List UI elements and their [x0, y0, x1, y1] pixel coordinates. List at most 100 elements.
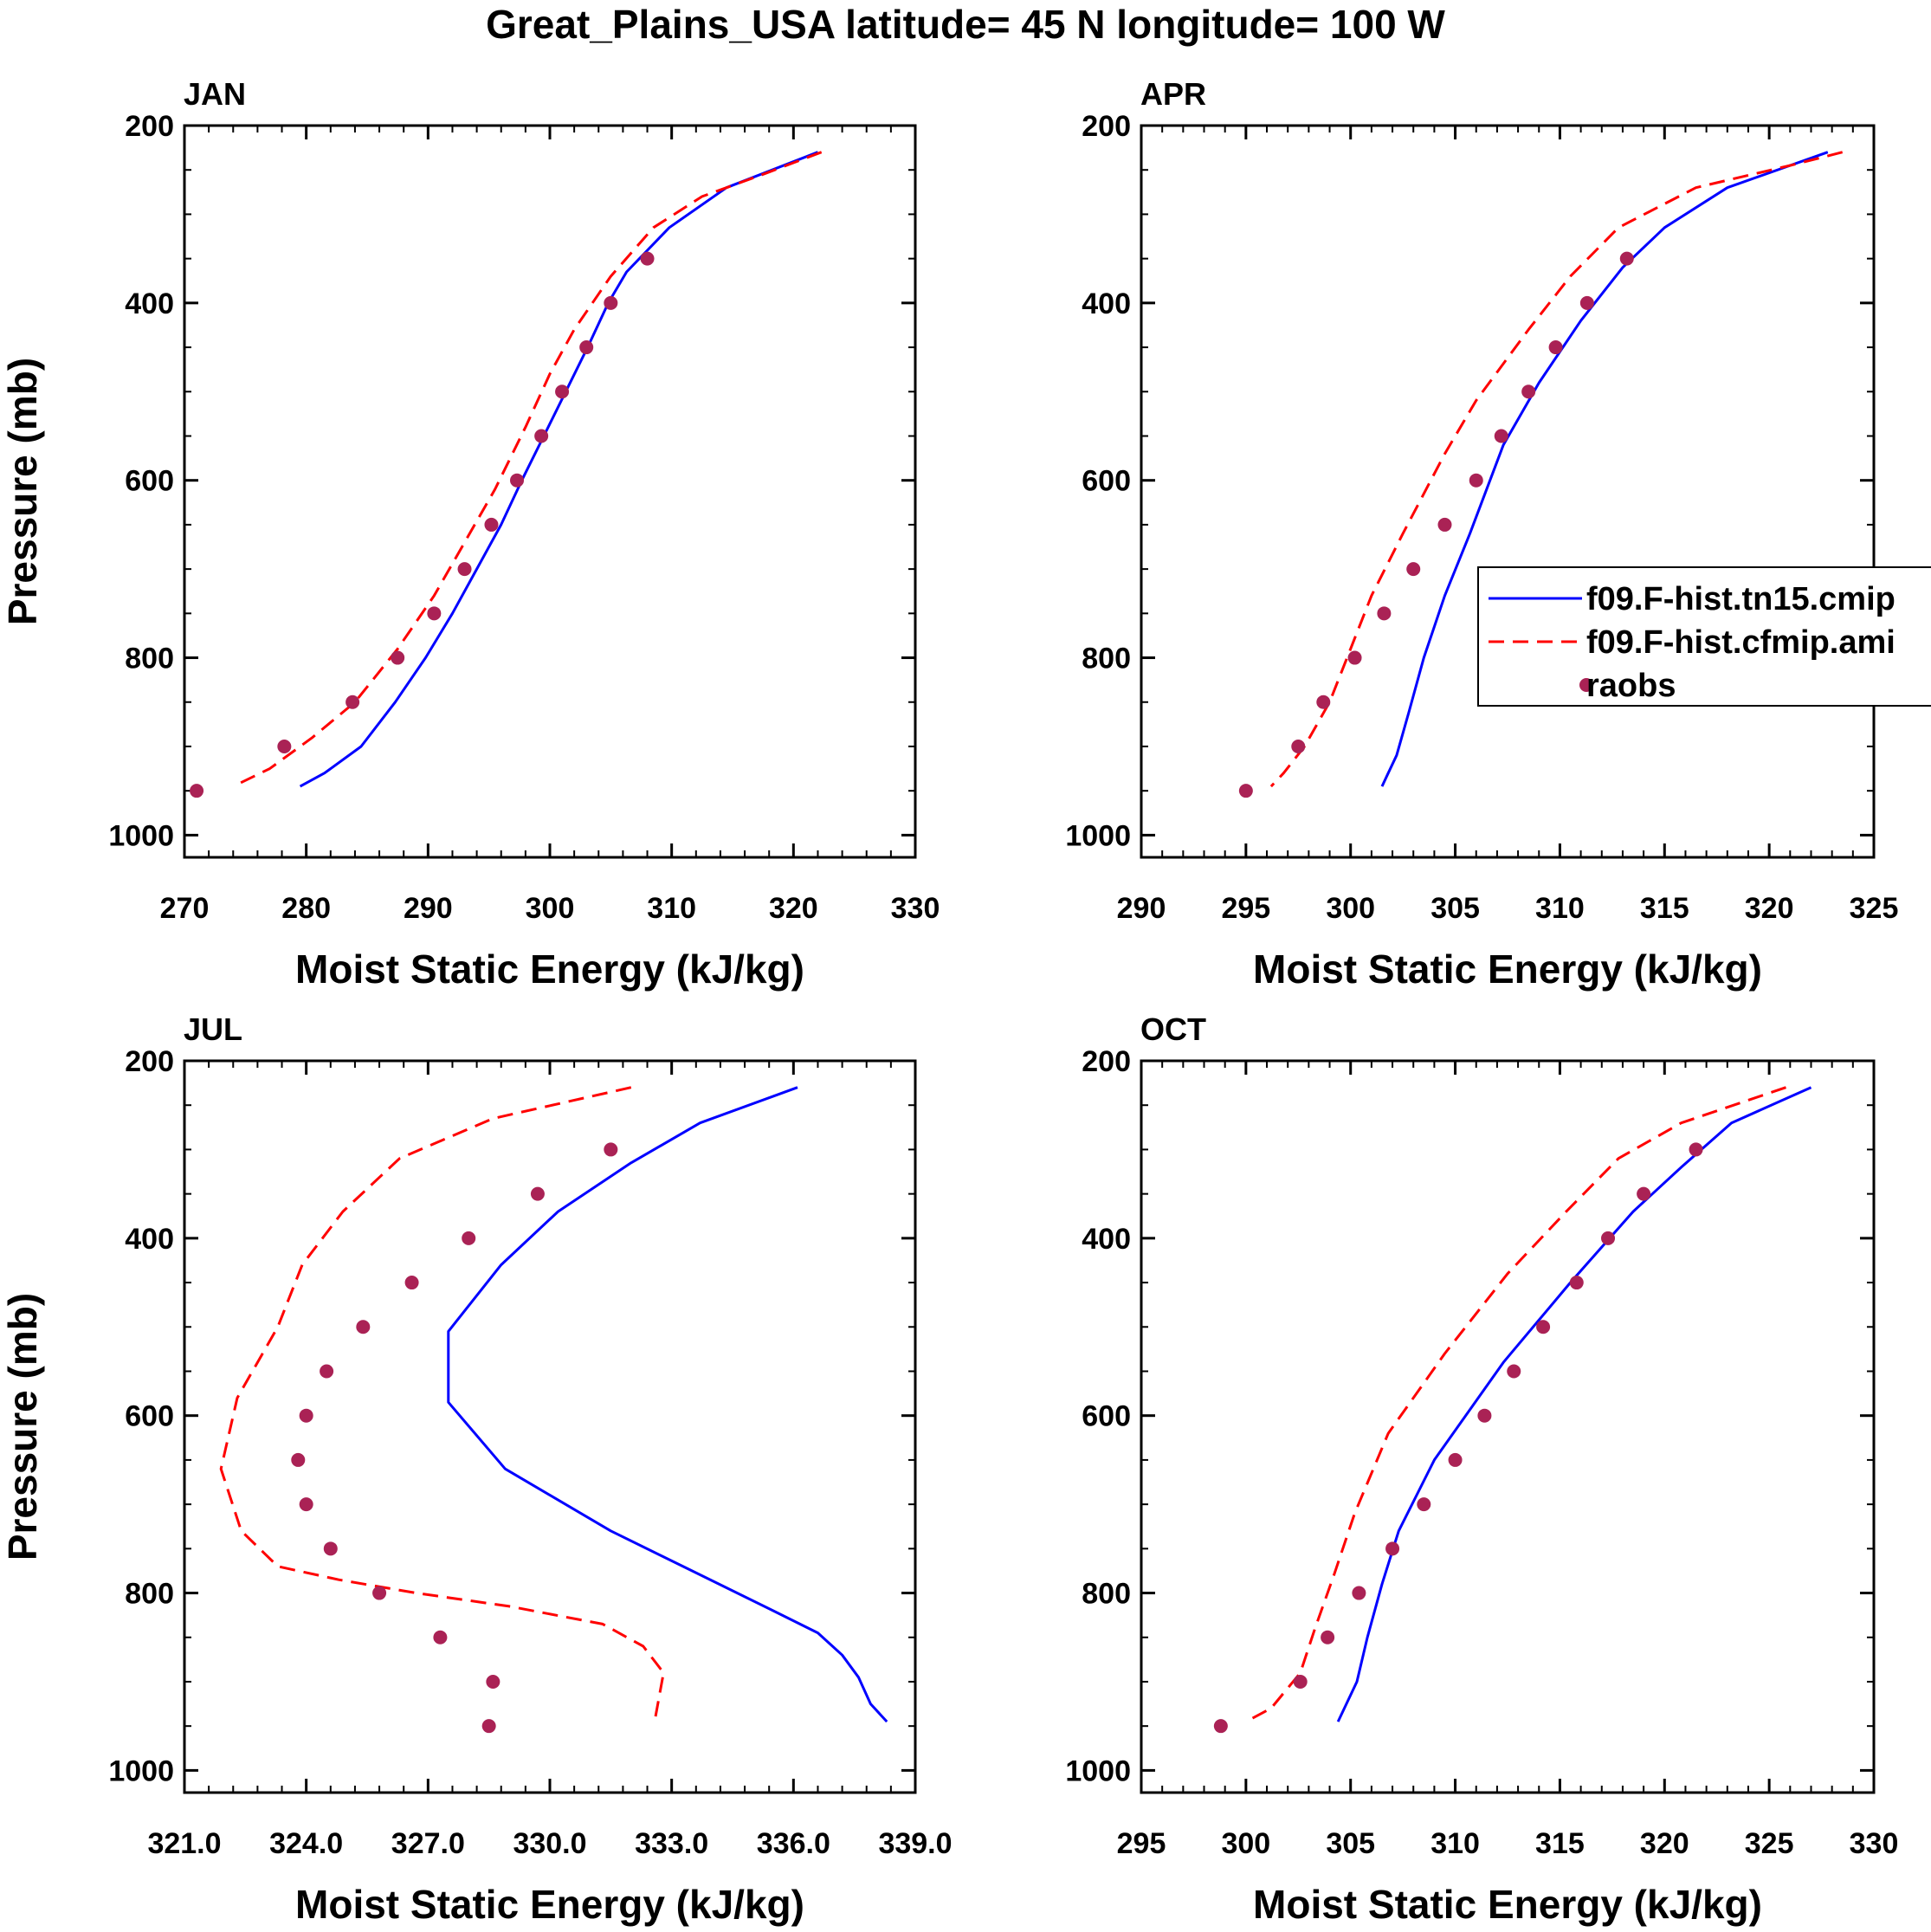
raobs-point — [1548, 340, 1563, 355]
x-tick-label: 325 — [1850, 892, 1899, 925]
y-tick-label: 400 — [1082, 1223, 1131, 1256]
y-tick-label: 800 — [1082, 643, 1131, 675]
x-tick-label: 330 — [891, 892, 940, 925]
series-line-cfmip — [232, 151, 823, 788]
y-tick-label: 800 — [125, 643, 174, 675]
raobs-point — [1477, 1408, 1492, 1423]
series-line-tn15 — [299, 151, 819, 788]
panel-title: APR — [1140, 76, 1206, 112]
y-tick-label: 800 — [1082, 1578, 1131, 1611]
raobs-point — [433, 1630, 448, 1644]
y-tick-label: 400 — [1082, 288, 1131, 320]
raobs-point — [1406, 562, 1421, 577]
raobs-point — [481, 1719, 496, 1734]
raobs-point — [604, 295, 618, 310]
legend-marker — [1579, 678, 1593, 692]
raobs-point — [1521, 384, 1536, 399]
panel-apr: 290 295 300 305 310 315 320 325 200 400 600 800 1000… — [1065, 76, 1898, 992]
x-tick-label: 325 — [1745, 1827, 1794, 1860]
raobs-point — [486, 1674, 501, 1689]
panel-jan: 270 280 290 300 310 320 330 200 400 600 800 1000 JAN… — [0, 76, 940, 992]
axes-frame — [1140, 124, 1876, 859]
raobs-point — [534, 429, 549, 443]
series-line-cfmip — [1269, 151, 1844, 788]
x-tick-label: 320 — [1745, 892, 1794, 925]
raobs-point — [1437, 517, 1452, 532]
x-tick-label: 327.0 — [391, 1827, 465, 1860]
y-tick-label: 200 — [125, 110, 174, 143]
panel-title: JUL — [184, 1011, 242, 1047]
y-tick-label: 800 — [125, 1578, 174, 1611]
raobs-point — [484, 517, 499, 532]
raobs-point — [1569, 1276, 1584, 1290]
raobs-point — [1689, 1142, 1703, 1157]
y-tick-label: 1000 — [108, 1754, 174, 1787]
x-tick-label: 315 — [1535, 1827, 1585, 1860]
figure-title: Great_Plains_USA latitude= 45 N longitud… — [486, 2, 1445, 47]
x-tick-label: 310 — [647, 892, 696, 925]
raobs-point — [457, 562, 472, 577]
panels: 270 280 290 300 310 320 330 200 400 600 800 1000 JAN… — [0, 76, 1898, 1927]
x-tick-label: 295 — [1221, 892, 1270, 925]
axes-frame — [183, 124, 917, 859]
x-axis-label: Moist Static Energy (kJ/kg) — [1253, 947, 1762, 992]
series-line-cfmip — [219, 1086, 665, 1718]
raobs-point — [427, 606, 442, 621]
raobs-point — [291, 1452, 306, 1467]
series-line-cfmip — [1245, 1086, 1786, 1723]
x-tick-label: 320 — [1640, 1827, 1689, 1860]
y-tick-label: 400 — [125, 1223, 174, 1256]
series-line-tn15 — [1336, 1086, 1812, 1722]
raobs-point — [1448, 1452, 1463, 1467]
x-tick-label: 280 — [281, 892, 331, 925]
raobs-point — [320, 1364, 334, 1379]
raobs-point — [604, 1142, 618, 1157]
raobs-point — [1316, 695, 1331, 709]
raobs-point — [1238, 784, 1253, 798]
x-tick-label: 310 — [1535, 892, 1585, 925]
x-tick-label: 315 — [1640, 892, 1689, 925]
x-tick-label: 300 — [1221, 1827, 1270, 1860]
y-tick-label: 600 — [1082, 1400, 1131, 1433]
legend: f09.F-hist.tn15.cmip f09.F-hist.cfmip.ami… — [1477, 566, 1931, 707]
raobs-point — [1637, 1186, 1651, 1201]
raobs-point — [1352, 1586, 1366, 1600]
raobs-point — [1293, 1674, 1308, 1689]
x-axis-label: Moist Static Energy (kJ/kg) — [295, 947, 804, 992]
panel-title: OCT — [1140, 1011, 1206, 1047]
raobs-point — [299, 1497, 313, 1512]
raobs-point — [579, 340, 594, 355]
legend-label: f09.F-hist.tn15.cmip — [1586, 581, 1895, 617]
y-tick-label: 1000 — [1065, 1754, 1131, 1787]
y-tick-label: 200 — [1082, 110, 1131, 143]
raobs-point — [1347, 650, 1362, 665]
y-tick-label: 600 — [125, 1400, 174, 1433]
series-line-tn15 — [1380, 151, 1829, 787]
x-tick-label: 336.0 — [757, 1827, 830, 1860]
panel-oct: 295 300 305 310 315 320 325 330 200 400 600 800 1000… — [1065, 1011, 1898, 1927]
x-axis-label: Moist Static Energy (kJ/kg) — [295, 1882, 804, 1927]
legend-label: raobs — [1586, 668, 1676, 704]
raobs-point — [346, 695, 360, 709]
y-tick-label: 1000 — [108, 819, 174, 852]
raobs-point — [299, 1408, 313, 1423]
x-tick-label: 270 — [160, 892, 210, 925]
panel-jul: 321.0 324.0 327.0 330.0 333.0 336.0 339.0 200 40… — [0, 1011, 953, 1927]
raobs-point — [1385, 1541, 1400, 1556]
raobs-point — [190, 784, 204, 798]
raobs-point — [356, 1320, 371, 1334]
raobs-point — [1601, 1231, 1616, 1245]
raobs-point — [1469, 473, 1483, 488]
x-tick-label: 324.0 — [269, 1827, 343, 1860]
series-line-tn15 — [447, 1086, 888, 1723]
x-tick-label: 321.0 — [147, 1827, 221, 1860]
y-tick-label: 1000 — [1065, 819, 1131, 852]
raobs-point — [1507, 1364, 1521, 1379]
x-tick-label: 330 — [1850, 1827, 1899, 1860]
raobs-point — [640, 251, 655, 266]
axes-frame — [1140, 1059, 1876, 1794]
raobs-point — [462, 1231, 476, 1245]
x-tick-label: 295 — [1117, 1827, 1166, 1860]
x-tick-label: 320 — [769, 892, 818, 925]
y-axis-label: Pressure (mb) — [0, 1293, 45, 1560]
